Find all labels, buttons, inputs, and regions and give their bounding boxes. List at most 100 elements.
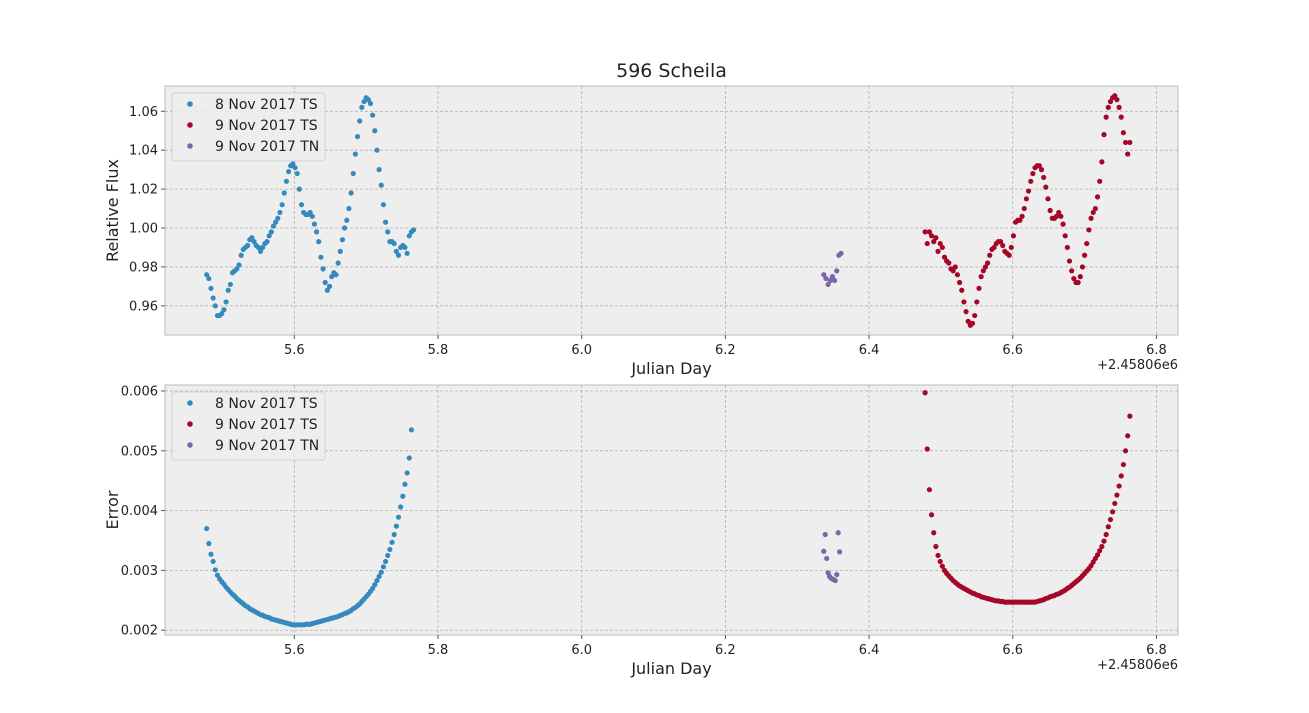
data-point (279, 202, 285, 208)
data-point (309, 213, 315, 219)
data-point (1084, 240, 1090, 247)
data-point (931, 239, 937, 245)
data-point (829, 274, 836, 280)
data-point (1082, 252, 1088, 258)
data-point (266, 233, 272, 239)
data-point (357, 118, 363, 124)
data-point (251, 239, 257, 245)
data-point (410, 227, 417, 233)
data-point (1023, 196, 1030, 202)
data-point (935, 248, 941, 254)
data-point (387, 546, 393, 553)
data-point (264, 239, 270, 245)
data-point (1125, 151, 1131, 157)
x-tick-label: 5.6 (284, 343, 305, 358)
data-point (350, 170, 356, 177)
data-point (1088, 215, 1094, 221)
data-point (928, 233, 935, 239)
data-point (404, 470, 410, 476)
data-point (1099, 159, 1105, 165)
data-point (950, 268, 956, 274)
data-point (307, 209, 313, 216)
data-point (827, 277, 833, 284)
data-point (210, 295, 216, 301)
data-point (400, 493, 406, 499)
data-point (292, 165, 298, 171)
x-tick-label: 6.6 (1002, 643, 1023, 658)
data-point (1043, 184, 1049, 190)
data-point (219, 311, 225, 317)
legend-marker (187, 101, 193, 107)
data-point (961, 299, 967, 305)
data-point (1107, 516, 1114, 523)
x-tick-label: 6.8 (1146, 643, 1167, 658)
data-point (1017, 217, 1023, 223)
data-point (931, 530, 937, 536)
data-point (361, 98, 367, 105)
data-point (1103, 531, 1109, 538)
y-tick-label: 1.02 (129, 183, 158, 198)
legend-label: 9 Nov 2017 TN (215, 139, 319, 155)
x-tick-label: 6.4 (859, 643, 880, 658)
data-point (821, 548, 827, 554)
data-point (406, 233, 412, 239)
data-point (834, 268, 840, 274)
data-point (283, 178, 290, 184)
data-point (406, 455, 412, 461)
data-point (1025, 188, 1032, 194)
data-point (367, 100, 374, 107)
data-point (965, 318, 971, 324)
data-point (398, 504, 404, 510)
data-point (1038, 167, 1045, 173)
data-point (234, 266, 240, 272)
data-point (922, 229, 928, 235)
data-point (318, 254, 324, 260)
data-point (372, 582, 378, 588)
data-point (1006, 252, 1012, 258)
data-point (1064, 244, 1070, 251)
data-point (974, 299, 980, 305)
data-point (281, 190, 287, 196)
data-point (385, 229, 391, 235)
x-axis-label: Julian Day (630, 359, 711, 378)
y-axis-label: Relative Flux (103, 159, 122, 262)
series-3 (821, 250, 844, 288)
data-point (926, 229, 933, 235)
data-point (326, 283, 333, 289)
plot-area (164, 85, 1179, 336)
data-point (987, 252, 993, 258)
data-point (972, 312, 978, 319)
data-point (221, 307, 227, 313)
data-point (385, 552, 391, 559)
legend-marker (187, 442, 193, 448)
data-point (395, 252, 402, 258)
data-point (1112, 93, 1118, 99)
data-point (374, 577, 380, 584)
data-point (982, 264, 989, 270)
x-offset-label: +2.45806e6 (1097, 358, 1178, 373)
data-point (408, 427, 415, 433)
data-point (322, 279, 328, 286)
legend-marker (187, 143, 193, 149)
data-point (1079, 264, 1086, 270)
data-point (204, 272, 210, 278)
data-point (1069, 268, 1075, 274)
series-2 (922, 390, 1133, 605)
data-point (835, 530, 841, 536)
data-point (980, 268, 986, 274)
data-point (1127, 139, 1133, 146)
data-point (1047, 207, 1053, 214)
data-point (1097, 548, 1103, 554)
chart-title: 596 Scheila (616, 60, 727, 82)
data-point (210, 558, 216, 565)
x-axis-label: Julian Day (630, 659, 711, 678)
data-point (1075, 279, 1081, 286)
data-point (378, 182, 384, 188)
data-point (378, 569, 384, 575)
series-1 (204, 427, 415, 628)
legend: 8 Nov 2017 TS 9 Nov 2017 TS 9 Nov 2017 TN (171, 92, 326, 162)
data-point (952, 264, 958, 270)
data-point (1030, 170, 1036, 177)
data-point (374, 147, 380, 153)
